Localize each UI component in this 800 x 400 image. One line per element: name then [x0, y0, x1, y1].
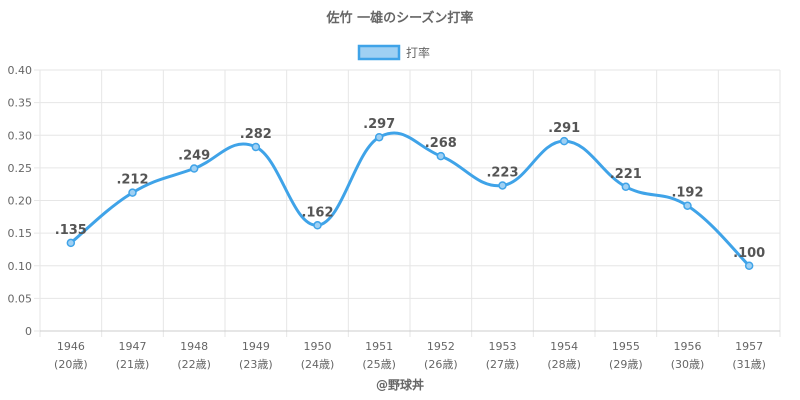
x-tick-label: 1957: [735, 340, 763, 353]
x-tick-age-label: (29歳): [609, 358, 643, 371]
y-tick-label: 0.30: [8, 129, 33, 142]
y-tick-label: 0.10: [8, 260, 33, 273]
x-tick-label: 1951: [365, 340, 393, 353]
x-tick-age-label: (28歳): [547, 358, 581, 371]
x-tick-label: 1955: [612, 340, 640, 353]
credit: @野球丼: [376, 377, 424, 392]
data-point: [498, 181, 507, 190]
x-tick-label: 1954: [550, 340, 578, 353]
x-tick-age-label: (21歳): [116, 358, 150, 371]
data-point: [683, 201, 692, 210]
series: [66, 131, 754, 270]
axes: 0 0.05 0.10 0.15 0.20 0.25 0.30 0.35 0.40 1946 (20…: [8, 64, 780, 371]
data-label: .291: [548, 121, 580, 136]
x-tick-label: 1948: [180, 340, 208, 353]
data-label: .162: [301, 205, 333, 220]
data-point: [744, 261, 754, 270]
x-tick-age-label: (25歳): [362, 358, 396, 371]
x-tick-label: 1946: [57, 340, 85, 353]
x-tick-age-label: (24歳): [301, 358, 335, 371]
data-label: .221: [610, 167, 642, 182]
x-tick-age-label: (23歳): [239, 358, 273, 371]
legend-swatch: [357, 44, 401, 61]
data-point: [66, 238, 76, 248]
y-tick-label: 0.20: [8, 195, 33, 208]
x-tick-label: 1949: [242, 340, 270, 353]
x-tick-label: 1947: [119, 340, 147, 353]
data-label: .192: [671, 186, 703, 201]
x-tick-age-label: (22歳): [177, 358, 211, 371]
x-tick-label: 1950: [304, 340, 332, 353]
y-tick-label: 0.15: [8, 227, 33, 240]
data-label: .223: [486, 165, 518, 180]
data-point: [251, 142, 261, 152]
data-labels: .135 .212 .249 .282 .162 .297 .268 .223 .291 .221…: [55, 117, 765, 261]
x-tick-age-label: (27歳): [486, 358, 520, 371]
data-label: .249: [178, 149, 210, 164]
data-point: [621, 182, 631, 192]
data-point: [436, 151, 446, 161]
x-tick-label: 1952: [427, 340, 455, 353]
data-label: .268: [425, 136, 457, 151]
y-tick-label: 0.25: [8, 162, 33, 175]
data-point: [374, 132, 384, 142]
data-label: .297: [363, 117, 395, 132]
y-tick-label: 0.35: [8, 97, 33, 110]
legend-label: 打率: [406, 45, 430, 60]
data-label: .135: [55, 223, 87, 238]
x-tick-age-label: (31歳): [732, 358, 766, 371]
legend[interactable]: 打率: [357, 44, 430, 61]
y-tick-label: 0.40: [8, 64, 33, 77]
x-tick-age-label: (30歳): [671, 358, 705, 371]
x-tick-label: 1956: [674, 340, 702, 353]
chart-title: 佐竹 一雄のシーズン打率: [326, 10, 474, 26]
x-tick-label: 1953: [489, 340, 517, 353]
x-tick-age-label: (26歳): [424, 358, 458, 371]
x-tick-age-label: (20歳): [54, 358, 88, 371]
y-tick-label: 0.05: [8, 292, 33, 305]
data-label: .282: [240, 127, 272, 142]
y-tick-label: 0: [25, 325, 32, 338]
data-point: [128, 188, 137, 197]
data-point: [559, 136, 569, 146]
data-point: [313, 221, 322, 230]
grid: [34, 69, 781, 337]
data-point: [189, 164, 199, 173]
data-label: .100: [733, 246, 765, 261]
data-label: .212: [116, 173, 148, 188]
